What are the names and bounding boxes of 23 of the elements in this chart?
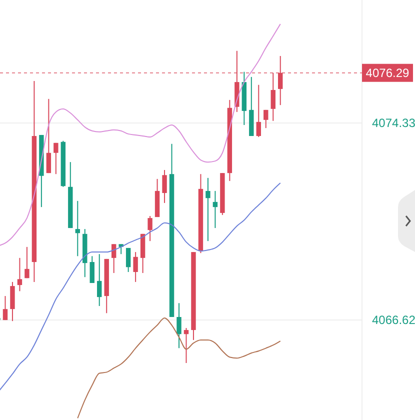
candlestick [212, 190, 218, 229]
candlestick [2, 296, 8, 321]
y-tick-label: 4074.33 [372, 116, 415, 130]
candlestick [256, 84, 261, 138]
candlestick [24, 246, 30, 279]
candlestick [75, 200, 80, 257]
candlestick [90, 256, 94, 284]
y-tick-label: 4066.62 [372, 313, 415, 328]
candlestick [184, 327, 189, 364]
candlestick [54, 142, 58, 175]
candlestick [264, 109, 268, 129]
candlestick [17, 257, 22, 292]
candlestick [10, 281, 15, 322]
candlestick [162, 169, 167, 204]
candlestick [176, 302, 182, 349]
candlestick [97, 254, 102, 306]
candlestick [148, 216, 152, 242]
candlestick [126, 247, 131, 272]
candlestick [133, 252, 138, 282]
candlestick [206, 177, 210, 242]
line-series [77, 318, 281, 419]
ref-line-label: 4076.29 [366, 66, 410, 80]
candlestick [46, 98, 52, 174]
